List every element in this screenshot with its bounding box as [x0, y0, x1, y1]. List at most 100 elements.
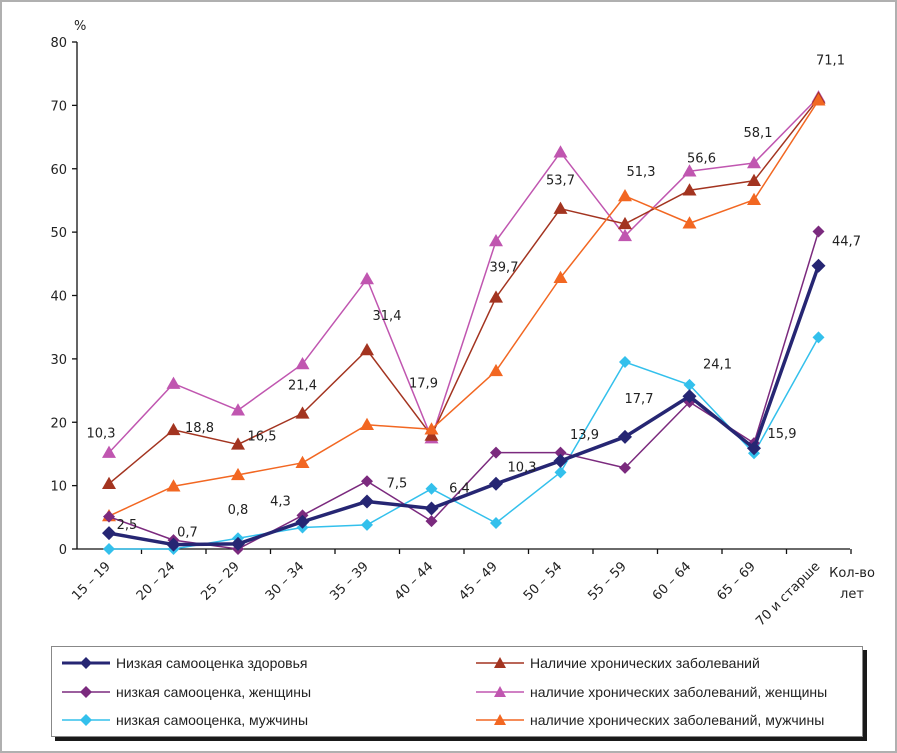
x-ticks: 15 – 19 20 – 24 25 – 29 30 – 34 35 – 39 40 – … — [69, 549, 852, 629]
data-label: 10,3 — [87, 427, 116, 442]
data-point-diamond — [231, 536, 245, 551]
data-point-triangle — [231, 437, 245, 450]
x-tick-label: 45 – 49 — [456, 559, 500, 603]
data-point-triangle — [102, 476, 116, 489]
series-layer — [102, 90, 826, 555]
y-tick-label: 80 — [50, 36, 67, 51]
data-point-diamond — [554, 466, 567, 479]
y-tick-label: 0 — [59, 543, 67, 558]
legend-item: наличие хронических заболеваний, женщины — [476, 681, 827, 703]
data-label: 15,9 — [768, 427, 797, 442]
data-point-triangle — [553, 270, 568, 284]
data-label: 13,9 — [570, 428, 599, 443]
data-point-diamond — [683, 378, 696, 391]
data-label: 24,1 — [703, 357, 732, 372]
series-line — [108, 99, 820, 517]
data-point-diamond — [424, 501, 439, 516]
data-point-diamond — [553, 453, 568, 468]
data-point-diamond — [812, 331, 825, 344]
data-label: 31,4 — [373, 309, 402, 324]
series-line — [108, 97, 820, 485]
data-label: 56,6 — [687, 151, 716, 166]
y-tick-label: 50 — [50, 226, 67, 241]
data-point-triangle — [360, 272, 374, 285]
data-point-triangle — [747, 192, 761, 206]
y-axis-unit-label: % — [74, 19, 86, 34]
data-point-triangle — [682, 183, 697, 196]
legend-diamond-marker-icon — [62, 714, 110, 726]
data-point-diamond — [103, 510, 115, 523]
data-point-triangle — [231, 403, 245, 416]
data-point-triangle — [811, 93, 826, 106]
data-point-triangle — [682, 216, 697, 229]
legend-triangle-marker-icon — [476, 686, 524, 697]
data-point-triangle — [295, 356, 310, 370]
series-line — [108, 265, 821, 547]
x-tick-label: 70 и старше — [753, 559, 823, 629]
data-point-diamond — [425, 515, 438, 528]
data-label: 0,8 — [228, 503, 249, 518]
data-point-triangle — [166, 479, 181, 492]
legend-diamond-marker-icon — [62, 657, 110, 669]
x-tick-label: 30 – 34 — [263, 559, 307, 603]
series-5 — [102, 93, 826, 522]
data-label: 10,3 — [508, 461, 537, 476]
y-tick-label: 10 — [50, 480, 67, 495]
series-4 — [102, 90, 826, 458]
data-point-triangle — [295, 406, 310, 419]
legend-item: наличие хронических заболеваний, мужчины — [476, 709, 824, 731]
data-point-triangle — [166, 376, 181, 389]
series-3 — [102, 91, 826, 489]
data-point-diamond — [102, 526, 116, 541]
series-line — [109, 336, 820, 550]
legend-label: низкая самооценка, женщины — [116, 684, 312, 700]
x-axis-title-line1: Кол-во — [829, 566, 875, 581]
data-point-diamond — [490, 446, 502, 459]
data-point-diamond — [618, 429, 632, 444]
data-label: 2,5 — [117, 518, 138, 533]
data-point-triangle — [360, 343, 374, 356]
legend-item: Низкая самооценка здоровья — [62, 652, 307, 674]
y-tick-label: 60 — [50, 163, 67, 178]
legend-item: низкая самооценка, женщины — [62, 681, 311, 703]
legend-item: Наличие хронических заболеваний — [476, 652, 760, 674]
data-point-triangle — [618, 228, 632, 242]
data-point-diamond — [490, 517, 502, 530]
legend-label: наличие хронических заболеваний, женщины — [530, 684, 828, 700]
legend-label: низкая самооценка, мужчины — [116, 712, 309, 728]
y-tick-label: 30 — [50, 353, 67, 368]
x-tick-label: 60 – 64 — [650, 559, 694, 603]
legend-diamond-marker-icon — [62, 686, 110, 698]
data-label: 44,7 — [832, 235, 861, 250]
data-label: 21,4 — [288, 378, 317, 393]
series-line — [108, 96, 820, 454]
data-point-diamond — [166, 537, 181, 552]
data-point-diamond — [425, 482, 438, 495]
data-point-diamond — [812, 225, 825, 238]
legend-triangle-marker-icon — [476, 714, 524, 725]
data-label: 4,3 — [270, 495, 291, 510]
data-point-triangle — [489, 363, 503, 377]
x-tick-label: 65 – 69 — [714, 559, 758, 603]
legend: Низкая самооценка здоровья Наличие хронич… — [51, 646, 863, 737]
data-point-diamond — [489, 476, 503, 491]
data-label: 71,1 — [816, 53, 845, 68]
series-2 — [103, 331, 825, 555]
data-point-triangle — [424, 428, 439, 441]
data-point-diamond — [361, 518, 373, 531]
data-point-triangle — [166, 422, 181, 436]
data-point-triangle — [618, 216, 632, 230]
x-tick-label: 35 – 39 — [327, 559, 371, 603]
data-label: 51,3 — [627, 165, 656, 180]
data-label: 16,5 — [248, 429, 277, 444]
data-point-diamond — [554, 446, 567, 459]
data-point-triangle — [489, 233, 503, 247]
data-point-triangle — [424, 422, 439, 435]
legend-label: Наличие хронических заболеваний — [530, 655, 760, 671]
data-point-diamond — [619, 461, 631, 474]
data-point-triangle — [553, 201, 568, 214]
data-label: 18,8 — [185, 421, 214, 436]
data-point-triangle — [553, 145, 568, 158]
series-0 — [102, 258, 826, 552]
